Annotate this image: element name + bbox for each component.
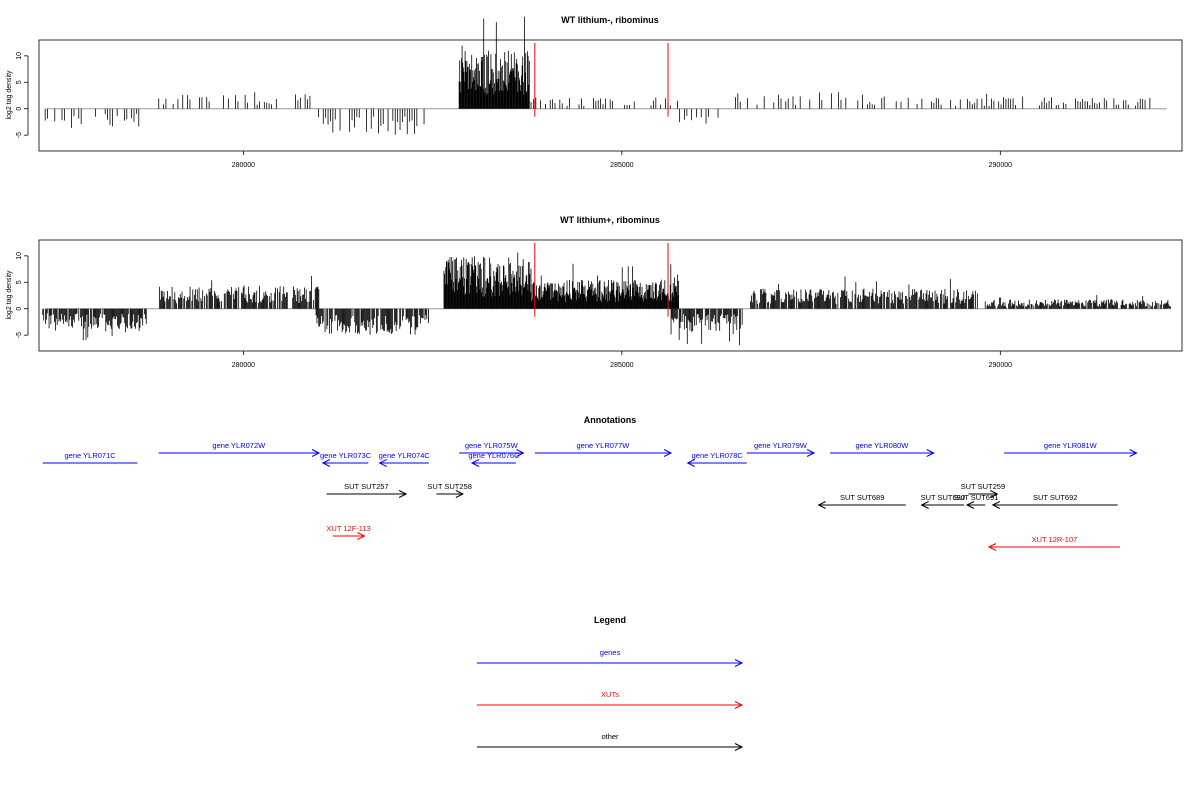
y-tick-label: -5 <box>16 132 23 138</box>
feature-label: gene YLR079W <box>754 441 808 450</box>
feature-label: XUT 12R-107 <box>1032 535 1078 544</box>
x-tick-label: 290000 <box>989 362 1012 369</box>
legend-arrowhead <box>734 659 744 667</box>
feature-arrowhead <box>378 459 387 467</box>
feature-arrowhead <box>806 449 816 457</box>
feature-arrowhead <box>990 490 999 498</box>
panel-title: WT lithium-, ribominus <box>561 15 659 25</box>
feature-label: gene YLR072W <box>212 441 266 450</box>
feature-arrowhead <box>470 459 480 467</box>
legend-arrowhead <box>734 743 744 751</box>
feature-label: gene YLR081W <box>1044 441 1098 450</box>
plot-frame <box>38 39 1183 152</box>
feature-label: SUT SUT691 <box>954 493 998 502</box>
x-tick-label: 285000 <box>610 162 633 169</box>
y-tick-label: -5 <box>16 332 23 338</box>
annotations-track: Annotations gene YLR071C gene YLR072W gene… <box>42 415 1138 551</box>
legend-title: Legend <box>594 615 626 625</box>
feature-label: gene YLR078C <box>692 451 744 460</box>
feature-arrowhead <box>516 449 525 457</box>
feature-label: XUT 12F-113 <box>326 524 370 533</box>
legend-arrowhead <box>734 701 744 709</box>
feature-arrowhead <box>663 449 673 457</box>
feature-label: SUT SUT259 <box>961 482 1005 491</box>
feature-label: SUT SUT689 <box>840 493 884 502</box>
feature-arrowhead <box>817 501 826 509</box>
feature-label: SUT SUT258 <box>427 482 471 491</box>
plot-frame <box>38 239 1183 352</box>
x-tick-label: 280000 <box>232 362 255 369</box>
feature-label: gene YLR075W <box>465 441 519 450</box>
feature-arrowhead <box>920 501 929 509</box>
y-axis-label: log2 tag density <box>6 70 13 120</box>
feature-arrowhead <box>321 459 331 467</box>
feature-label: SUT SUT257 <box>344 482 388 491</box>
feature-arrowhead <box>686 459 695 467</box>
feature-arrowhead <box>926 449 935 457</box>
y-tick-label: 10 <box>16 52 23 60</box>
coverage-panel-lithium-minus: WT lithium-, ribominus log2 tag density … <box>6 15 1183 169</box>
y-tick-label: 0 <box>16 107 23 111</box>
x-tick-label: 280000 <box>232 162 255 169</box>
feature-arrowhead <box>455 490 465 498</box>
x-tick-label: 285000 <box>610 362 633 369</box>
feature-arrowhead <box>991 501 1000 509</box>
feature-label: gene YLR074C <box>379 451 431 460</box>
feature-arrowhead <box>965 501 975 509</box>
y-tick-label: 5 <box>16 80 23 84</box>
feature-label: gene YLR076C <box>468 451 520 460</box>
feature-arrowhead <box>357 532 366 540</box>
feature-arrowhead <box>311 449 321 457</box>
legend: Legend genes XUTs other <box>477 615 744 751</box>
feature-arrowhead <box>1129 449 1138 457</box>
panel-title: WT lithium+, ribominus <box>560 215 660 225</box>
feature-label: SUT SUT692 <box>1033 493 1077 502</box>
feature-arrowhead <box>987 543 997 551</box>
y-axis-label: log2 tag density <box>6 270 13 320</box>
feature-label: SUT SUT690 <box>921 493 965 502</box>
legend-label: genes <box>600 648 621 657</box>
legend-label: other <box>601 732 619 741</box>
y-tick-label: 5 <box>16 280 23 284</box>
legend-label: XUTs <box>601 690 619 699</box>
feature-label: gene YLR071C <box>65 451 117 460</box>
x-tick-label: 290000 <box>989 162 1012 169</box>
feature-label: gene YLR077W <box>577 441 631 450</box>
feature-label: gene YLR073C <box>320 451 372 460</box>
coverage-panel-lithium-plus: WT lithium+, ribominus log2 tag density … <box>6 215 1183 369</box>
feature-arrowhead <box>398 490 408 498</box>
annotations-title: Annotations <box>584 415 637 425</box>
y-tick-label: 10 <box>16 252 23 260</box>
feature-label: gene YLR080W <box>855 441 909 450</box>
y-tick-label: 0 <box>16 307 23 311</box>
